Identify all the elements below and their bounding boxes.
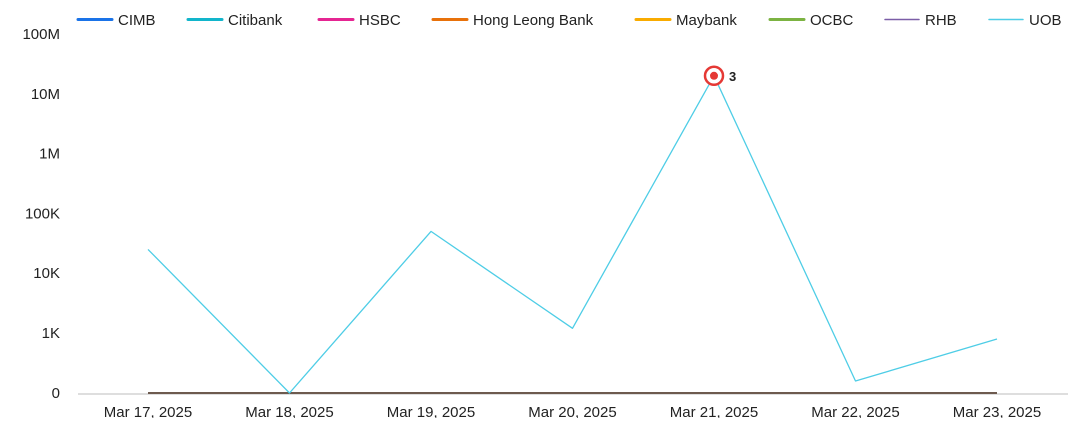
x-tick-label: Mar 20, 2025	[528, 404, 616, 418]
x-tick-label: Mar 17, 2025	[104, 404, 192, 418]
annotation-label: 3	[729, 69, 736, 84]
legend-label: UOB	[1029, 12, 1062, 29]
legend-item[interactable]: Citibank	[186, 12, 283, 29]
x-tick-label: Mar 18, 2025	[245, 404, 333, 418]
legend-item[interactable]: Maybank	[634, 12, 737, 29]
legend-item[interactable]: RHB	[884, 12, 957, 29]
legend-label: Maybank	[676, 12, 737, 29]
legend-label: CIMB	[118, 12, 156, 29]
series-line-uob[interactable]	[147, 75, 998, 394]
x-tick-label: Mar 21, 2025	[670, 404, 758, 418]
legend-item[interactable]: Hong Leong Bank	[431, 12, 594, 29]
legend-label: Hong Leong Bank	[473, 12, 594, 29]
y-tick-label: 10M	[31, 86, 60, 103]
legend-label: HSBC	[359, 12, 401, 29]
legend-label: RHB	[925, 12, 957, 29]
legend-item[interactable]: CIMB	[76, 12, 156, 29]
y-tick-label: 100M	[22, 26, 60, 43]
annotation-dot-icon	[710, 71, 718, 80]
legend-item[interactable]: OCBC	[768, 12, 854, 29]
y-tick-label: 100K	[25, 205, 60, 222]
y-tick-label: 1K	[42, 325, 60, 342]
series-layer	[147, 75, 998, 394]
x-tick-label: Mar 22, 2025	[811, 404, 899, 418]
y-tick-label: 1M	[39, 146, 60, 163]
y-axis: 0 1K 10K 100K 1M 10M 100M	[22, 26, 60, 402]
annotation-layer: 3	[703, 65, 736, 87]
legend-item[interactable]: HSBC	[317, 12, 401, 29]
x-tick-label: Mar 23, 2025	[953, 404, 1041, 418]
legend: CIMB Citibank HSBC Hong Leong Bank Maybank OC…	[76, 12, 1062, 29]
legend-label: OCBC	[810, 12, 854, 29]
x-tick-label: Mar 19, 2025	[387, 404, 475, 418]
legend-item[interactable]: UOB	[988, 12, 1062, 29]
annotation-marker[interactable]: 3	[703, 65, 736, 87]
legend-label: Citibank	[228, 12, 283, 29]
x-axis: Mar 17, 2025 Mar 18, 2025 Mar 19, 2025 Mar …	[78, 393, 1068, 421]
y-tick-label: 10K	[33, 265, 60, 282]
y-tick-label: 0	[52, 385, 60, 402]
